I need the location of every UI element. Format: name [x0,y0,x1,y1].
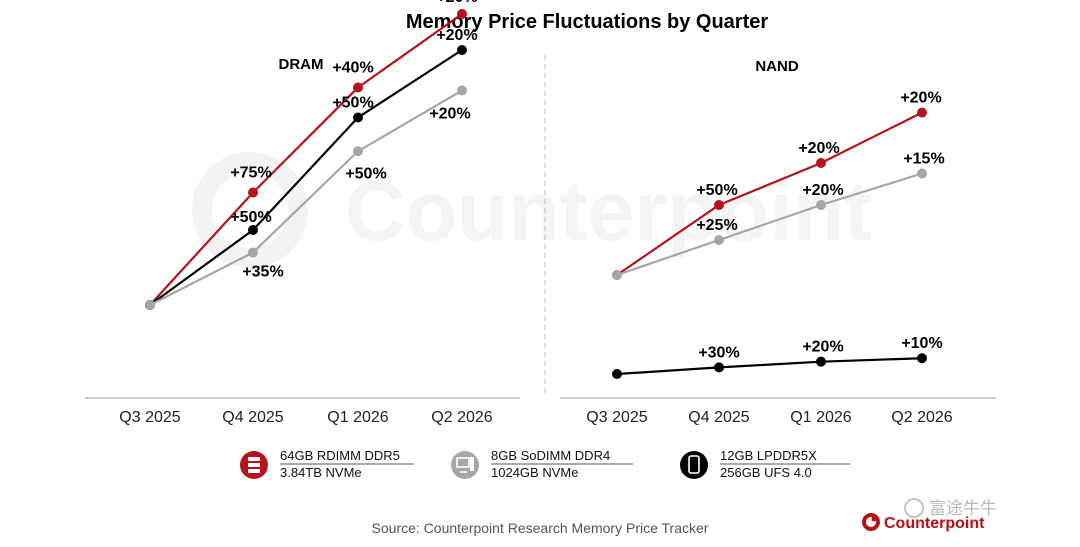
source-note: Source: Counterpoint Research Memory Pri… [372,520,709,536]
panel-title-nand: NAND [755,58,798,75]
legend-line1: 12GB LPDDR5X [720,448,817,463]
nand-data-label: +20% [802,339,843,356]
dram-series-line [149,89,463,306]
dram-data-label: +40% [332,60,373,77]
corner-watermark-text: 富途牛牛 [929,499,997,518]
dram-data-label: +20% [429,106,470,123]
desktop-icon-tower [470,457,474,471]
server-icon-slot-3 [248,469,260,473]
nand-data-point [816,158,826,168]
legend-line1: 64GB RDIMM DDR5 [280,448,400,463]
counterpoint-logo-dot [871,516,877,522]
dram-data-point [353,146,363,157]
dram-data-label: +50% [332,95,373,112]
nand-data-label: +10% [901,335,942,352]
legend-line2: 3.84TB NVMe [280,465,362,480]
nand-series-line [616,172,923,277]
dram-data-label: +50% [345,165,386,182]
nand-data-point [714,362,724,373]
dram-data-label: +75% [230,165,271,182]
dram-data-point [248,247,258,258]
bull-logo-icon [904,498,924,518]
dram-data-label: +35% [242,264,283,281]
corner-watermark: 富途牛牛 [904,498,997,518]
nand-tick-label: Q4 2025 [688,409,749,426]
dram-tick-label: Q2 2026 [431,409,492,426]
dram-tick-label: Q1 2026 [327,409,388,426]
dram-data-point [145,300,155,310]
dram-data-point [457,9,467,19]
nand-series-group: +50% +20% +20% +25% +20% +15% +30% +20% +10% [612,90,945,379]
server-icon-slot-2 [248,463,260,467]
nand-data-label: +50% [696,182,737,199]
dram-series-line [149,13,463,306]
nand-series-line [616,111,923,276]
desktop-icon-screen [456,457,470,468]
chart-title: Memory Price Fluctuations by Quarter [406,11,769,33]
watermark-text: Counterpoint [345,164,872,258]
nand-tick-label: Q2 2026 [891,409,952,426]
legend-item-black: 12GB LPDDR5X 256GB UFS 4.0 [680,448,850,480]
nand-data-point [612,369,622,379]
dram-data-label: +50% [230,209,271,226]
panel-title-dram: DRAM [279,56,324,73]
legend-item-red: 64GB RDIMM DDR5 3.84TB NVMe [240,448,414,480]
nand-data-label: +30% [698,344,739,361]
dram-tick-label: Q4 2025 [222,409,283,426]
nand-data-label: +20% [798,140,839,157]
nand-data-point [816,356,826,367]
nand-data-point [917,353,927,364]
nand-data-point [816,200,826,210]
counterpoint-logo-icon [862,513,880,531]
dram-data-point [248,187,258,198]
dram-data-label: +20% [436,27,477,44]
nand-data-label: +15% [903,151,944,168]
nand-data-point [714,200,724,210]
nand-data-point [917,168,927,179]
legend-item-gray: 8GB SoDIMM DDR4 1024GB NVMe [451,448,633,480]
nand-data-point [917,107,927,118]
legend-line2: 1024GB NVMe [491,465,578,480]
dram-series-line [149,49,463,306]
brand-logo: Counterpoint [862,513,985,532]
dram-data-point [353,112,363,123]
brand-name: Counterpoint [884,515,985,532]
background-watermark: Counterpoint [192,152,872,268]
dram-data-point [248,225,258,235]
dram-series-group: +75% +40% +20% +50% +50% +20% +35% +50% +20% [145,0,478,310]
phone-icon [680,451,708,479]
nand-tick-label: Q3 2025 [586,409,647,426]
legend: 64GB RDIMM DDR5 3.84TB NVMe 8GB SoDIMM D… [240,448,850,480]
nand-data-point [612,270,622,280]
legend-line1: 8GB SoDIMM DDR4 [491,448,610,463]
dram-data-point [457,45,467,55]
nand-data-label: +25% [696,217,737,234]
dram-data-point [457,85,467,96]
nand-data-label: +20% [802,182,843,199]
dram-data-label: +20% [436,0,477,6]
nand-data-point [714,235,724,245]
desktop-icon [451,451,479,479]
nand-tick-labels: Q3 2025 Q4 2025 Q1 2026 Q2 2026 [586,409,952,426]
phone-icon-body [688,455,700,474]
server-icon-slot-1 [248,457,260,461]
nand-series-line [616,357,923,376]
legend-line2: 256GB UFS 4.0 [720,465,812,480]
dram-tick-label: Q3 2025 [119,409,180,426]
nand-tick-label: Q1 2026 [790,409,851,426]
dram-data-point [353,82,363,93]
dram-tick-labels: Q3 2025 Q4 2025 Q1 2026 Q2 2026 [119,409,492,426]
nand-data-label: +20% [900,90,941,107]
